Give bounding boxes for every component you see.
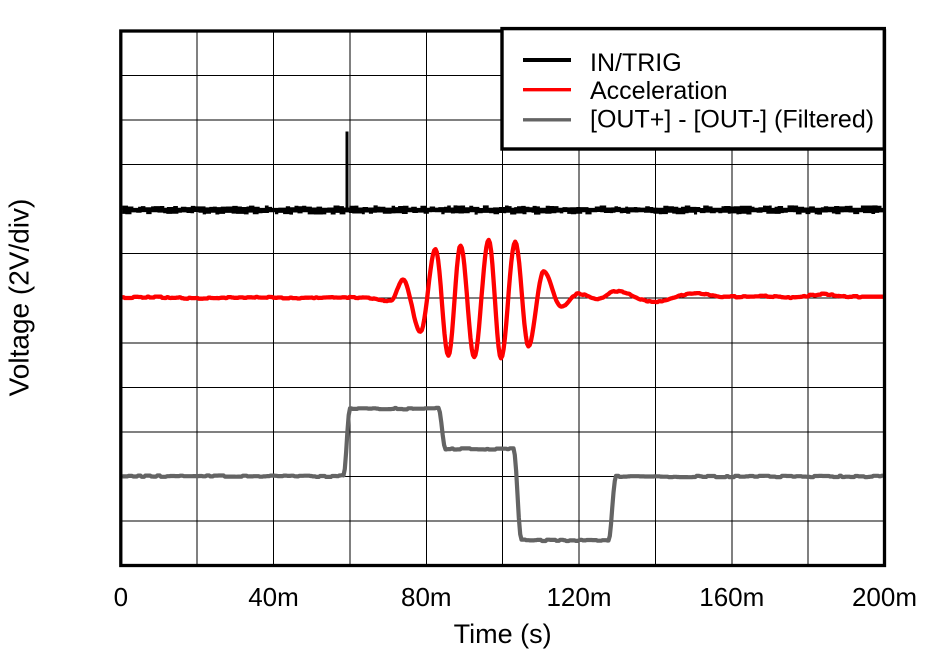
svg-text:120m: 120m (546, 582, 611, 612)
svg-text:IN/TRIG: IN/TRIG (590, 49, 682, 77)
svg-text:0: 0 (114, 582, 128, 612)
svg-text:Acceleration: Acceleration (590, 77, 728, 105)
svg-text:Time (s): Time (s) (454, 619, 552, 649)
svg-text:160m: 160m (699, 582, 764, 612)
svg-text:Voltage (2V/div): Voltage (2V/div) (4, 199, 35, 397)
svg-text:[OUT+] - [OUT-] (Filtered): [OUT+] - [OUT-] (Filtered) (590, 105, 874, 133)
svg-text:40m: 40m (248, 582, 299, 612)
svg-text:80m: 80m (401, 582, 452, 612)
svg-text:200m: 200m (852, 582, 917, 612)
